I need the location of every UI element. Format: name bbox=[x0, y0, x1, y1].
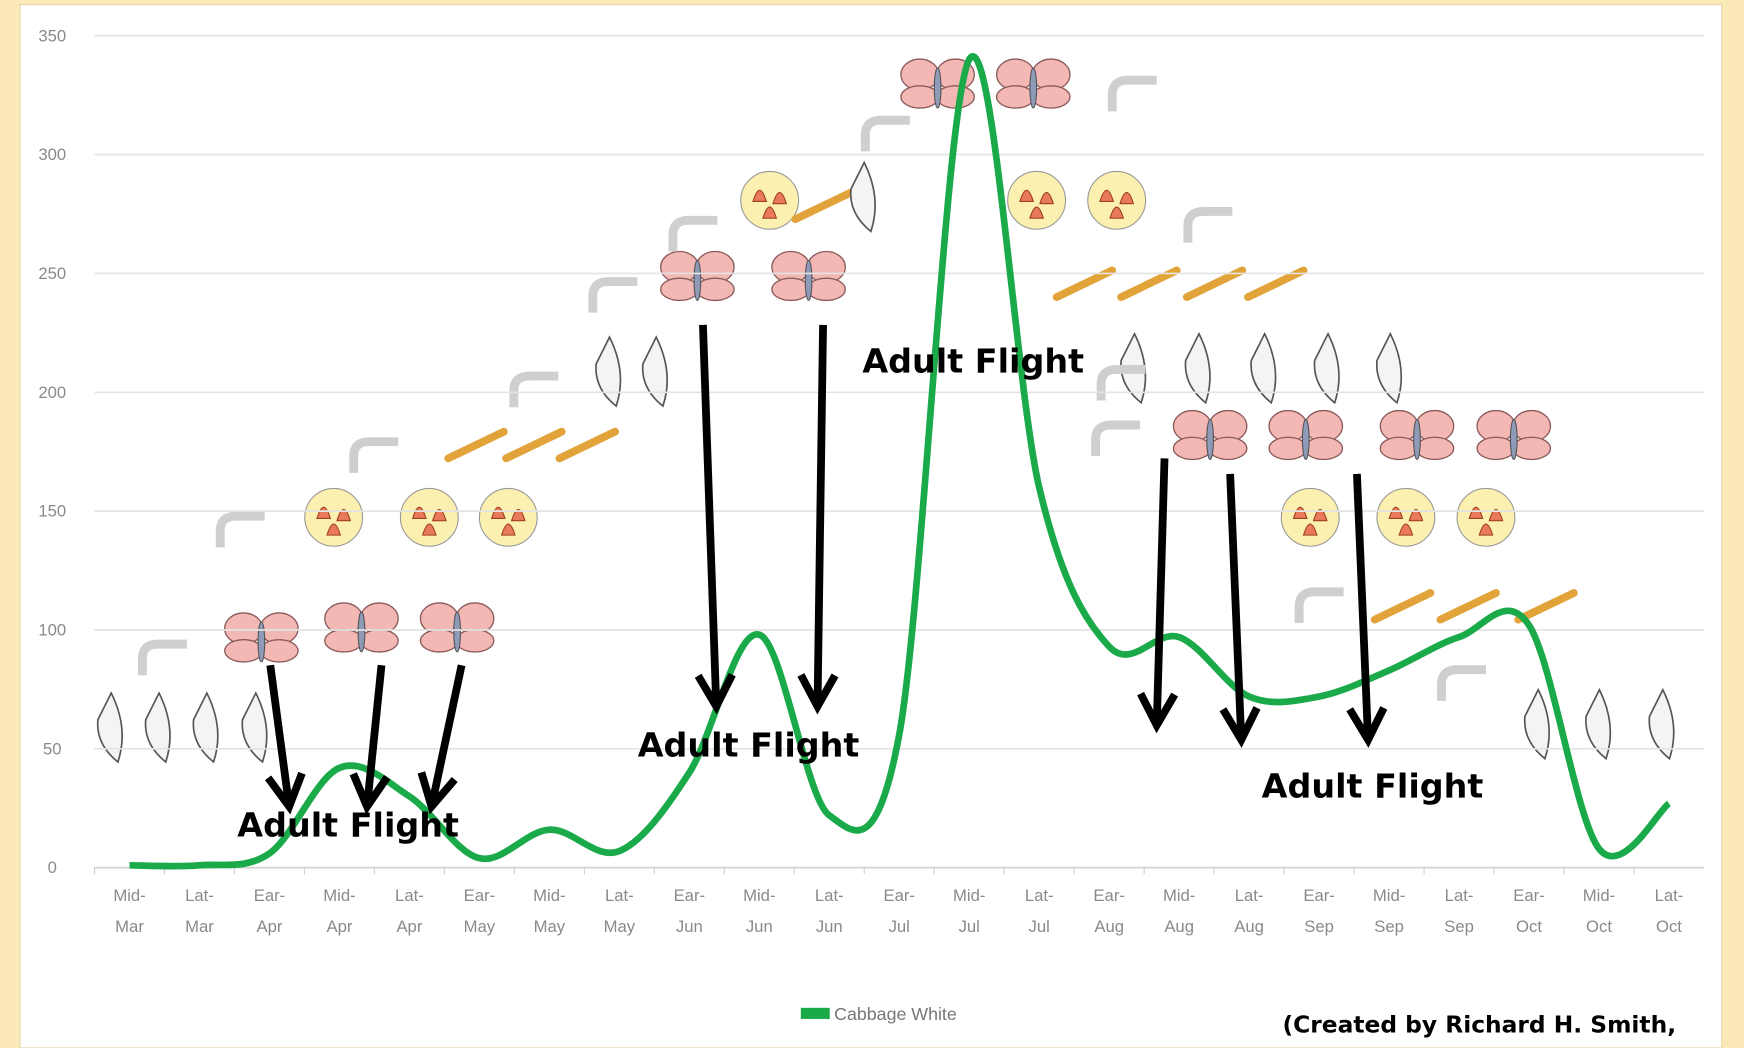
egg-circle bbox=[1088, 171, 1146, 229]
butterfly-wing bbox=[807, 278, 845, 300]
butterfly-wing bbox=[772, 278, 810, 300]
butterfly-wing bbox=[1269, 437, 1307, 459]
butterfly-body bbox=[1414, 419, 1421, 459]
butterfly-wing bbox=[661, 278, 699, 300]
egg-circle bbox=[479, 488, 537, 546]
butterfly-wing bbox=[225, 640, 263, 662]
egg-circle bbox=[1281, 488, 1339, 546]
butterfly-wing bbox=[901, 86, 939, 108]
butterfly-wing bbox=[420, 630, 458, 652]
butterfly-body bbox=[1302, 419, 1309, 459]
butterfly-wing bbox=[1305, 437, 1343, 459]
butterfly-wing bbox=[325, 630, 363, 652]
butterfly-wing bbox=[260, 640, 298, 662]
butterfly-body bbox=[934, 68, 941, 108]
butterfly-body bbox=[1510, 419, 1517, 459]
butterfly-wing bbox=[1173, 437, 1211, 459]
y-tick-label: 300 bbox=[38, 145, 66, 164]
legend-swatch bbox=[801, 1008, 830, 1019]
y-tick-label: 0 bbox=[48, 858, 57, 877]
egg-circle bbox=[305, 488, 363, 546]
annotation: Adult Flight bbox=[1262, 767, 1484, 806]
butterfly-body bbox=[1030, 68, 1037, 108]
butterfly-wing bbox=[1032, 86, 1070, 108]
butterfly-wing bbox=[1477, 437, 1515, 459]
legend-label: Cabbage White bbox=[834, 1004, 957, 1024]
y-tick-label: 200 bbox=[38, 383, 66, 402]
butterfly-wing bbox=[1209, 437, 1247, 459]
butterfly-body bbox=[805, 260, 812, 300]
butterfly-wing bbox=[360, 630, 398, 652]
butterfly-body bbox=[358, 612, 365, 652]
annotation: Adult Flight bbox=[237, 806, 459, 845]
egg-circle bbox=[1377, 488, 1435, 546]
egg-circle bbox=[400, 488, 458, 546]
y-tick-label: 50 bbox=[43, 739, 62, 758]
butterfly-body bbox=[1207, 419, 1214, 459]
y-tick-label: 250 bbox=[38, 264, 66, 283]
butterfly-wing bbox=[1380, 437, 1418, 459]
page: {"chart_data": {"type": "line", "categor… bbox=[0, 0, 1744, 1048]
butterfly-wing bbox=[1416, 437, 1454, 459]
chart: 050100150200250300350Mid-MarLat-MarEar-A… bbox=[0, 0, 1744, 1048]
butterfly-wing bbox=[456, 630, 494, 652]
y-tick-label: 100 bbox=[38, 621, 66, 640]
y-tick-label: 150 bbox=[38, 502, 66, 521]
butterfly-body bbox=[454, 612, 461, 652]
annotation: Adult Flight bbox=[638, 725, 860, 764]
egg-circle bbox=[741, 171, 799, 229]
butterfly-wing bbox=[937, 86, 975, 108]
flight-arrow bbox=[818, 325, 824, 706]
annotation: Adult Flight bbox=[862, 342, 1084, 381]
butterfly-wing bbox=[1513, 437, 1551, 459]
butterfly-wing bbox=[696, 278, 734, 300]
egg-circle bbox=[1008, 171, 1066, 229]
butterfly-body bbox=[258, 622, 265, 662]
annotation: (Created by Richard H. Smith, bbox=[1282, 1010, 1676, 1038]
y-tick-label: 350 bbox=[38, 26, 66, 45]
egg-circle bbox=[1457, 488, 1515, 546]
butterfly-wing bbox=[997, 86, 1035, 108]
butterfly-body bbox=[694, 260, 701, 300]
